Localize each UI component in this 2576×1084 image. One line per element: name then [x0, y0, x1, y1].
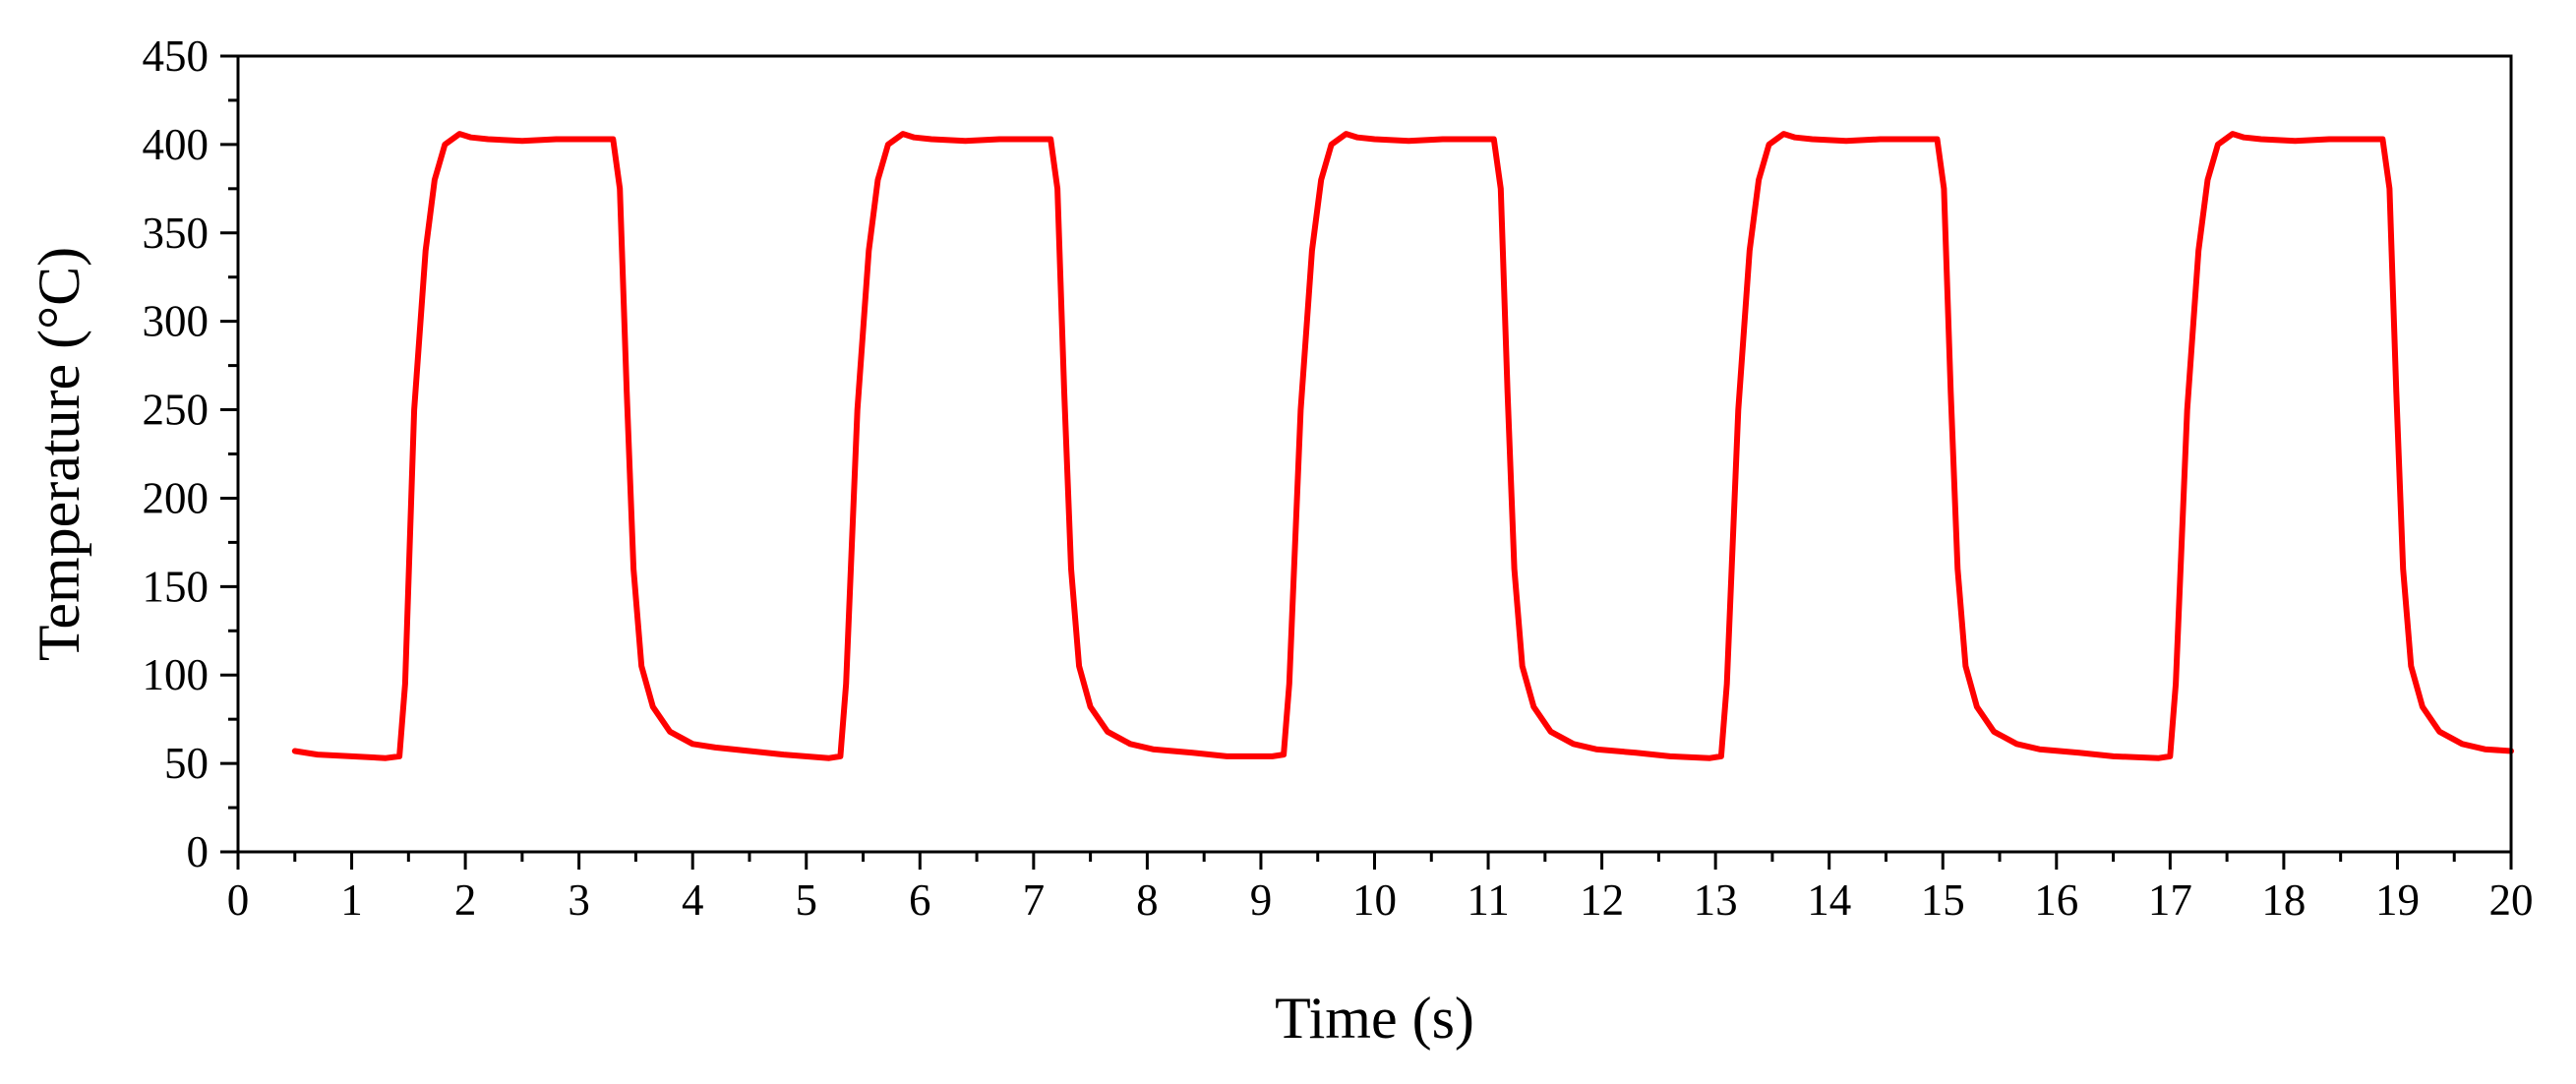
y-tick-label: 350 — [143, 209, 210, 258]
x-tick-label: 5 — [796, 875, 818, 925]
x-tick-label: 11 — [1467, 875, 1509, 925]
x-tick-label: 0 — [227, 875, 250, 925]
x-tick-label: 4 — [682, 875, 704, 925]
y-tick-label: 50 — [164, 739, 209, 788]
x-tick-label: 10 — [1352, 875, 1397, 925]
y-tick-label: 200 — [143, 473, 210, 522]
x-tick-label: 18 — [2261, 875, 2306, 925]
y-tick-label: 300 — [143, 297, 210, 346]
x-tick-label: 7 — [1023, 875, 1046, 925]
x-tick-label: 20 — [2489, 875, 2534, 925]
y-tick-label: 100 — [143, 650, 210, 699]
x-tick-label: 1 — [340, 875, 363, 925]
x-axis-title: Time (s) — [1275, 986, 1474, 1051]
x-axis-tick-labels: 0 1 2 3 4 5 6 7 8 9 10 11 12 13 14 15 16 17 18 19 20 — [227, 875, 2534, 925]
y-axis-ticks — [220, 54, 238, 854]
y-axis-tick-labels: 0 50 100 150 200 250 300 350 400 450 — [143, 31, 210, 876]
y-tick-label: 0 — [187, 827, 210, 876]
temperature-series-line — [291, 131, 2514, 761]
x-tick-label: 8 — [1136, 875, 1159, 925]
y-tick-label: 150 — [143, 562, 210, 611]
x-tick-label: 3 — [568, 875, 590, 925]
plot-frame — [236, 54, 2513, 854]
x-tick-label: 13 — [1694, 875, 1738, 925]
x-tick-label: 17 — [2148, 875, 2192, 925]
plot-series — [291, 131, 2514, 761]
x-tick-label: 16 — [2034, 875, 2078, 925]
x-axis-ticks — [236, 852, 2513, 870]
x-tick-label: 9 — [1250, 875, 1273, 925]
x-tick-label: 15 — [1921, 875, 1965, 925]
x-tick-label: 12 — [1580, 875, 1624, 925]
x-tick-label: 2 — [454, 875, 477, 925]
y-tick-label: 250 — [143, 386, 210, 435]
y-tick-label: 450 — [143, 31, 210, 81]
x-tick-label: 6 — [909, 875, 931, 925]
y-axis-title: Temperature (°C) — [27, 247, 91, 661]
y-tick-label: 400 — [143, 120, 210, 169]
x-tick-label: 14 — [1807, 875, 1851, 925]
x-tick-label: 19 — [2375, 875, 2420, 925]
